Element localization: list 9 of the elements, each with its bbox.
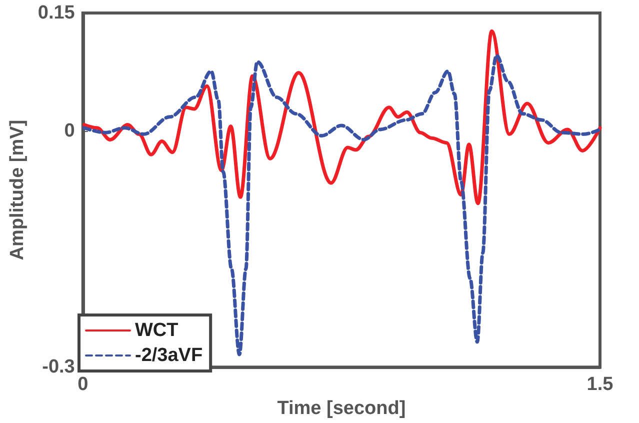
x-axis-title: Time [second]	[277, 398, 406, 419]
x-tick-label: 1.5	[586, 374, 614, 396]
y-tick-label: 0	[64, 120, 75, 142]
legend-label: -2/3aVF	[135, 345, 203, 366]
y-tick-label: 0.15	[38, 2, 76, 24]
line-series	[82, 29, 602, 206]
legend-label: WCT	[135, 320, 179, 341]
y-tick-label: -0.3	[42, 356, 75, 378]
y-axis-title: Amplitude [mV]	[7, 120, 28, 260]
